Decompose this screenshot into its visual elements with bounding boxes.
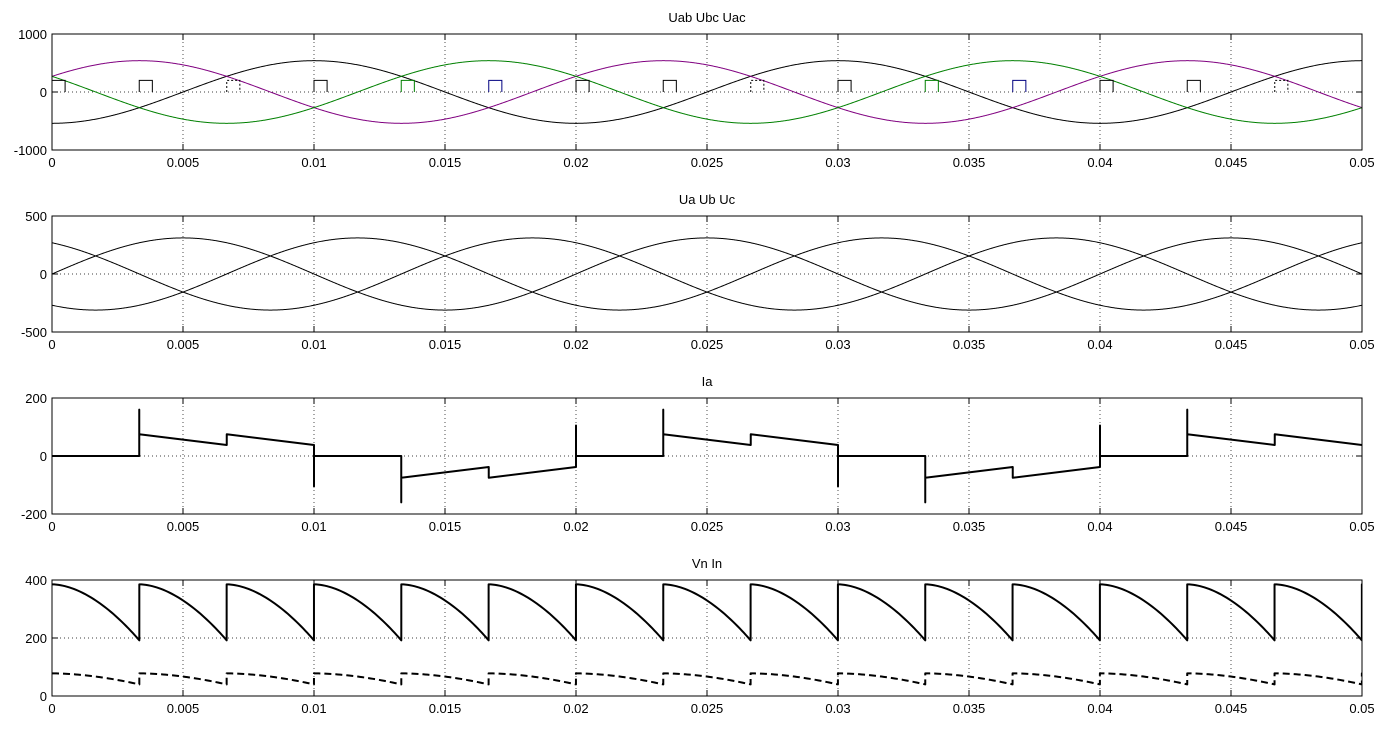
- x-tick-label: 0.04: [1087, 519, 1112, 534]
- x-tick-label: 0.015: [429, 519, 462, 534]
- x-tick-label: 0.03: [825, 155, 850, 170]
- pulse-marker: [662, 79, 677, 92]
- pulse-marker: [313, 79, 328, 92]
- series-1-line: [52, 60, 1362, 124]
- x-tick-label: 0.05: [1349, 155, 1374, 170]
- chart-1: Uab Ubc Uac 0 0.005 0.01 0.015 0.02 0.025 0.03 0…: [14, 10, 1375, 170]
- y-tick-label: -200: [21, 507, 47, 522]
- y-tick-label: 200: [25, 631, 47, 646]
- series-1-line: [52, 408, 1362, 504]
- y-tick-label: 200: [25, 391, 47, 406]
- x-tick-label: 0.045: [1215, 155, 1248, 170]
- x-tick-label: 0.01: [301, 701, 326, 716]
- x-tick-label: 0.05: [1349, 519, 1374, 534]
- y-tick-label: 400: [25, 573, 47, 588]
- plot-data: [52, 583, 1362, 686]
- x-tick-label: 0.045: [1215, 519, 1248, 534]
- x-tick-label: 0.005: [167, 337, 200, 352]
- x-tick-label: 0.02: [563, 155, 588, 170]
- x-tick-label: 0.035: [953, 701, 986, 716]
- chart-2: Ua Ub Uc 0 0.005 0.01 0.015 0.02 0.025 0.03 0.03…: [21, 192, 1375, 352]
- series-2-line: [52, 672, 1362, 686]
- y-tick-label: -1000: [14, 143, 47, 158]
- x-tick-label: 0: [48, 337, 55, 352]
- x-tick-label: 0.03: [825, 519, 850, 534]
- chart-title: Ua Ub Uc: [679, 192, 736, 207]
- x-tick-label: 0.01: [301, 337, 326, 352]
- y-tick-label: 500: [25, 209, 47, 224]
- plot-data: [52, 408, 1362, 504]
- x-tick-label: 0: [48, 701, 55, 716]
- chart-title: Ia: [702, 374, 714, 389]
- y-tick-label: -500: [21, 325, 47, 340]
- plot-data: [52, 237, 1362, 311]
- x-tick-label: 0.025: [691, 519, 724, 534]
- x-tick-label: 0.025: [691, 337, 724, 352]
- chart-title: Uab Ubc Uac: [668, 10, 746, 25]
- x-tick-label: 0.005: [167, 155, 200, 170]
- x-tick-label: 0: [48, 519, 55, 534]
- y-tick-label: 0: [40, 267, 47, 282]
- series-3-line: [52, 60, 1362, 124]
- series-3-line: [52, 237, 1362, 311]
- x-tick-label: 0.015: [429, 155, 462, 170]
- pulse-marker: [52, 79, 66, 92]
- x-tick-label: 0.035: [953, 519, 986, 534]
- y-tick-label: 0: [40, 689, 47, 704]
- chart-title: Vn In: [692, 556, 722, 571]
- pulse-marker: [575, 79, 590, 92]
- x-tick-label: 0.005: [167, 519, 200, 534]
- x-tick-label: 0.015: [429, 701, 462, 716]
- x-tick-label: 0.04: [1087, 701, 1112, 716]
- pulse-marker: [750, 79, 765, 92]
- pulse-marker: [488, 79, 503, 92]
- x-tick-label: 0.05: [1349, 337, 1374, 352]
- x-tick-label: 0.04: [1087, 155, 1112, 170]
- pulse-marker: [1099, 79, 1114, 92]
- x-tick-label: 0.04: [1087, 337, 1112, 352]
- plot-data: [52, 60, 1362, 124]
- chart-4: Vn In 0 0.005 0.01 0.015 0.02 0.025 0.03 0.035 0.…: [25, 556, 1374, 716]
- x-tick-label: 0.035: [953, 155, 986, 170]
- pulse-marker: [1274, 79, 1289, 92]
- pulse-marker: [226, 79, 241, 92]
- x-tick-label: 0.05: [1349, 701, 1374, 716]
- y-tick-label: 0: [40, 85, 47, 100]
- x-tick-label: 0.01: [301, 519, 326, 534]
- x-tick-label: 0.035: [953, 337, 986, 352]
- x-tick-label: 0.045: [1215, 337, 1248, 352]
- pulse-marker: [400, 79, 415, 92]
- x-tick-label: 0: [48, 155, 55, 170]
- series-1-line: [52, 583, 1362, 642]
- x-tick-label: 0.01: [301, 155, 326, 170]
- pulse-marker: [1186, 79, 1201, 92]
- y-tick-label: 0: [40, 449, 47, 464]
- chart-3: Ia 0 0.005 0.01 0.015 0.02 0.025 0.03 0.035 0.04 0…: [21, 374, 1375, 534]
- x-tick-label: 0.02: [563, 337, 588, 352]
- series-2-line: [52, 60, 1362, 124]
- x-tick-label: 0.02: [563, 701, 588, 716]
- y-tick-label: 1000: [18, 27, 47, 42]
- pulse-marker: [1012, 79, 1027, 92]
- pulse-marker: [924, 79, 939, 92]
- x-tick-label: 0.025: [691, 155, 724, 170]
- x-tick-label: 0.015: [429, 337, 462, 352]
- x-tick-label: 0.005: [167, 701, 200, 716]
- x-tick-label: 0.03: [825, 337, 850, 352]
- pulse-marker: [138, 79, 153, 92]
- pulse-marker: [837, 79, 852, 92]
- x-tick-label: 0.045: [1215, 701, 1248, 716]
- x-tick-label: 0.025: [691, 701, 724, 716]
- x-tick-label: 0.02: [563, 519, 588, 534]
- x-tick-label: 0.03: [825, 701, 850, 716]
